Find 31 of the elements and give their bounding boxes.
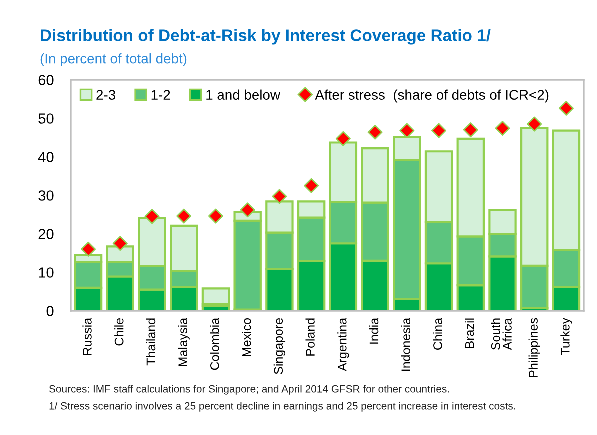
y-tick-label: 20 xyxy=(38,229,54,240)
x-tick-label: Mexico xyxy=(242,318,252,357)
x-tick-label: China xyxy=(433,318,442,350)
y-tick-label: 10 xyxy=(39,268,54,278)
y-tick-label: 50 xyxy=(38,114,54,124)
chart-title: Distribution of Debt-at-Risk by Interest Coverage Ratio 1/ xyxy=(41,29,491,45)
x-tick-label: South Africa xyxy=(491,318,512,350)
text: 1/ Stress scenario involves a 25 percent decline in earnings and 25 percent increase in interest costs. xyxy=(50,402,516,412)
x-tick-label: Russia xyxy=(82,318,92,356)
source-note: Sources: IMF staff calculations for Singapore; and April 2014 GFSR for other countries. xyxy=(49,385,450,395)
y-tick-label: 0 xyxy=(46,306,54,316)
x-tick-label: Malaysia xyxy=(178,318,190,366)
y-tick-label: 60 xyxy=(38,75,54,86)
legend-label: 1-2 xyxy=(152,90,170,100)
x-tick-label: Argentina xyxy=(338,318,350,372)
x-tick-label: Poland xyxy=(306,318,315,356)
legend-label: 2-3 xyxy=(96,90,116,100)
x-tick-label: Colombia xyxy=(210,318,220,370)
x-tick-label: Thailand xyxy=(146,318,156,366)
chart-subtitle: (In percent of total debt) xyxy=(40,54,187,66)
x-tick-label: Philippines xyxy=(528,318,540,378)
x-tick-label: Chile xyxy=(114,318,124,346)
y-tick-label: 40 xyxy=(38,152,54,162)
legend-label: After stress (share of debts of ICR<2) xyxy=(315,90,549,103)
x-tick-label: Indonesia xyxy=(401,318,411,371)
y-tick-label: 30 xyxy=(38,190,54,201)
x-tick-label: Brazil xyxy=(465,318,474,348)
x-tick-label: Turkey xyxy=(560,318,572,356)
x-tick-label: Singapore xyxy=(274,318,286,374)
legend-label: 1 and below xyxy=(206,90,281,100)
x-tick-label: India xyxy=(369,318,379,344)
